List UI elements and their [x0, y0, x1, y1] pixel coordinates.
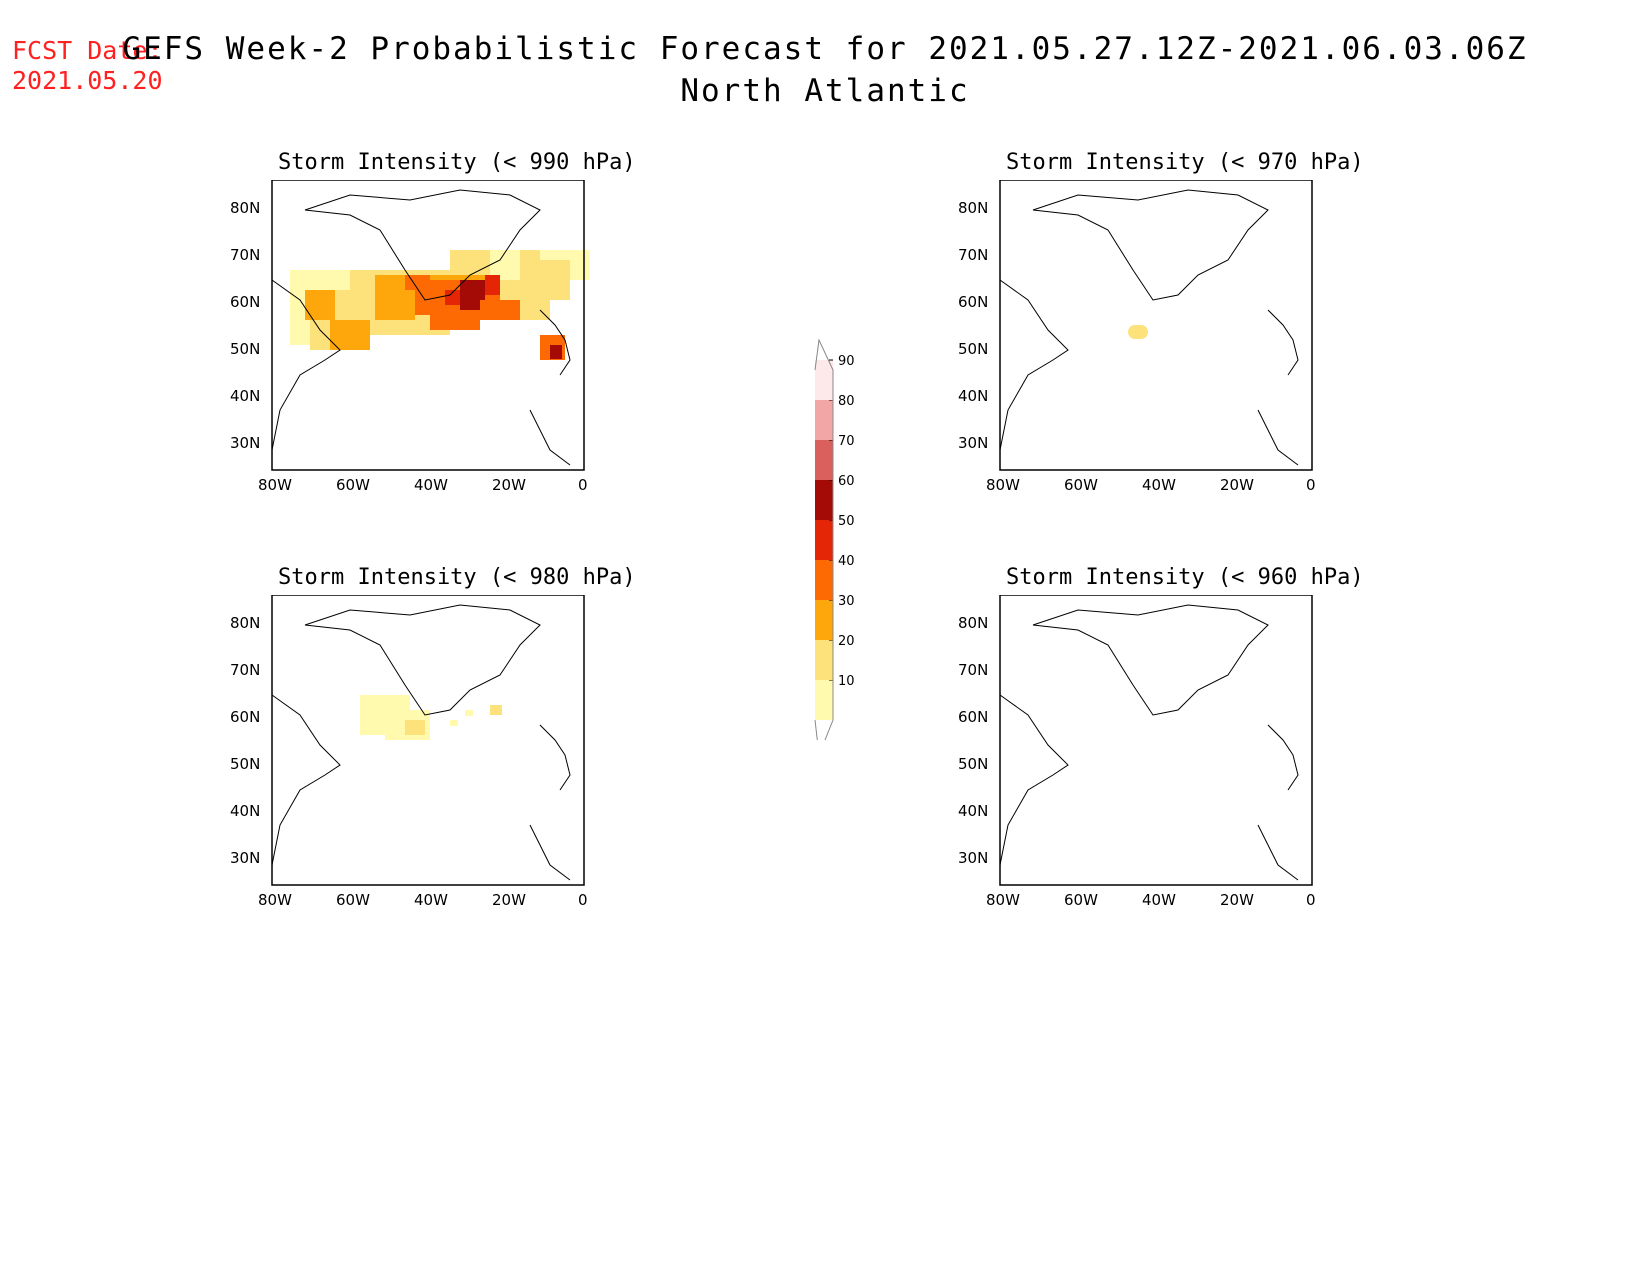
svg-text:0: 0	[1306, 476, 1316, 494]
coastlines	[999, 604, 1299, 881]
longitude-labels: 80W 60W 40W 20W 0	[986, 891, 1316, 909]
color-scale-label: 20	[838, 634, 855, 649]
map-970: 80N 70N 60N 50N 40N 30N 80W 60W 40W 20W …	[958, 180, 1316, 494]
svg-text:70N: 70N	[958, 661, 988, 679]
latitude-labels: 80N 70N 60N 50N 40N 30N	[230, 199, 260, 452]
panel-title: Storm Intensity (< 960 hPa)	[1006, 565, 1364, 590]
svg-text:50N: 50N	[958, 755, 988, 773]
probability-blob	[1128, 325, 1148, 339]
svg-text:80W: 80W	[258, 476, 292, 494]
svg-text:0: 0	[1306, 891, 1316, 909]
coastlines	[999, 189, 1299, 466]
svg-text:20W: 20W	[1220, 476, 1254, 494]
probability-shading	[360, 695, 502, 740]
svg-text:80W: 80W	[986, 476, 1020, 494]
svg-text:0: 0	[578, 476, 588, 494]
longitude-labels: 80W 60W 40W 20W 0	[258, 891, 588, 909]
main-title: GEFS Week-2 Probabilistic Forecast for 2…	[122, 31, 1528, 67]
svg-text:40N: 40N	[958, 802, 988, 820]
probability-shading	[290, 250, 590, 360]
svg-text:60N: 60N	[230, 708, 260, 726]
longitude-labels: 80W 60W 40W 20W 0	[258, 476, 588, 494]
color-scale-box	[815, 680, 833, 720]
svg-text:50N: 50N	[230, 755, 260, 773]
color-scale-label: 70	[838, 434, 855, 449]
color-scale-box	[815, 400, 833, 440]
map-960: 80N 70N 60N 50N 40N 30N 80W 60W 40W 20W …	[958, 595, 1316, 909]
fcst-label: FCST Date:	[12, 36, 163, 65]
svg-text:60W: 60W	[336, 476, 370, 494]
color-scale-box	[815, 440, 833, 480]
region-title: North Atlantic	[680, 73, 970, 109]
figure-title: GEFS Week-2 Probabilistic Forecast for 2…	[0, 30, 1650, 110]
coastlines	[271, 189, 571, 466]
svg-text:40N: 40N	[958, 387, 988, 405]
svg-text:20W: 20W	[492, 891, 526, 909]
svg-text:80N: 80N	[958, 614, 988, 632]
color-scale-box	[815, 360, 833, 400]
svg-text:70N: 70N	[958, 246, 988, 264]
svg-text:60W: 60W	[336, 891, 370, 909]
fcst-date: 2021.05.20	[12, 66, 163, 95]
color-scale-box	[815, 560, 833, 600]
color-scale-label: 30	[838, 594, 855, 609]
color-scale-box	[815, 600, 833, 640]
latitude-labels: 80N 70N 60N 50N 40N 30N	[958, 199, 988, 452]
svg-text:80N: 80N	[958, 199, 988, 217]
color-scale-frame	[814, 338, 834, 740]
panel-title: Storm Intensity (< 990 hPa)	[278, 150, 636, 175]
svg-text:70N: 70N	[230, 661, 260, 679]
svg-text:50N: 50N	[958, 340, 988, 358]
panel-title: Storm Intensity (< 980 hPa)	[278, 565, 636, 590]
svg-text:50N: 50N	[230, 340, 260, 358]
svg-text:80N: 80N	[230, 614, 260, 632]
svg-text:80W: 80W	[986, 891, 1020, 909]
svg-text:80W: 80W	[258, 891, 292, 909]
color-scale-box	[815, 520, 833, 560]
svg-text:30N: 30N	[958, 434, 988, 452]
forecast-date-label: FCST Date: 2021.05.20	[12, 36, 163, 96]
color-scale-label: 90	[838, 354, 855, 369]
svg-text:70N: 70N	[230, 246, 260, 264]
color-scale-label: 60	[838, 474, 855, 489]
color-scale-labels: 10 20 30 40 50 60 70 80 90	[838, 354, 855, 689]
color-scale-boxes	[814, 338, 834, 740]
latitude-labels: 80N 70N 60N 50N 40N 30N	[958, 614, 988, 867]
svg-text:20W: 20W	[492, 476, 526, 494]
color-scale-box	[815, 640, 833, 680]
svg-text:40N: 40N	[230, 387, 260, 405]
svg-text:20W: 20W	[1220, 891, 1254, 909]
color-scale-label: 10	[838, 674, 855, 689]
color-scale-box	[815, 480, 833, 520]
svg-text:60N: 60N	[958, 293, 988, 311]
svg-text:60W: 60W	[1064, 476, 1098, 494]
color-scale-label: 40	[838, 554, 855, 569]
color-scale-label: 80	[838, 394, 855, 409]
svg-text:40N: 40N	[230, 802, 260, 820]
svg-text:0: 0	[578, 891, 588, 909]
svg-text:60N: 60N	[958, 708, 988, 726]
svg-text:60W: 60W	[1064, 891, 1098, 909]
svg-text:30N: 30N	[958, 849, 988, 867]
map-980: 80N 70N 60N 50N 40N 30N 80W 60W 40W 20W …	[230, 595, 588, 909]
panel-title: Storm Intensity (< 970 hPa)	[1006, 150, 1364, 175]
coastlines	[271, 604, 571, 881]
longitude-labels: 80W 60W 40W 20W 0	[986, 476, 1316, 494]
latitude-labels: 80N 70N 60N 50N 40N 30N	[230, 614, 260, 867]
map-990: 80N 70N 60N 50N 40N 30N 80W 60W 40W 20W …	[230, 180, 590, 494]
svg-text:40W: 40W	[414, 891, 448, 909]
svg-text:30N: 30N	[230, 849, 260, 867]
svg-text:30N: 30N	[230, 434, 260, 452]
color-scale: 10 20 30 40 50 60 70 80 90	[814, 338, 855, 740]
color-scale-label: 50	[838, 514, 855, 529]
svg-text:40W: 40W	[1142, 891, 1176, 909]
svg-text:40W: 40W	[1142, 476, 1176, 494]
svg-text:80N: 80N	[230, 199, 260, 217]
svg-text:60N: 60N	[230, 293, 260, 311]
svg-text:40W: 40W	[414, 476, 448, 494]
